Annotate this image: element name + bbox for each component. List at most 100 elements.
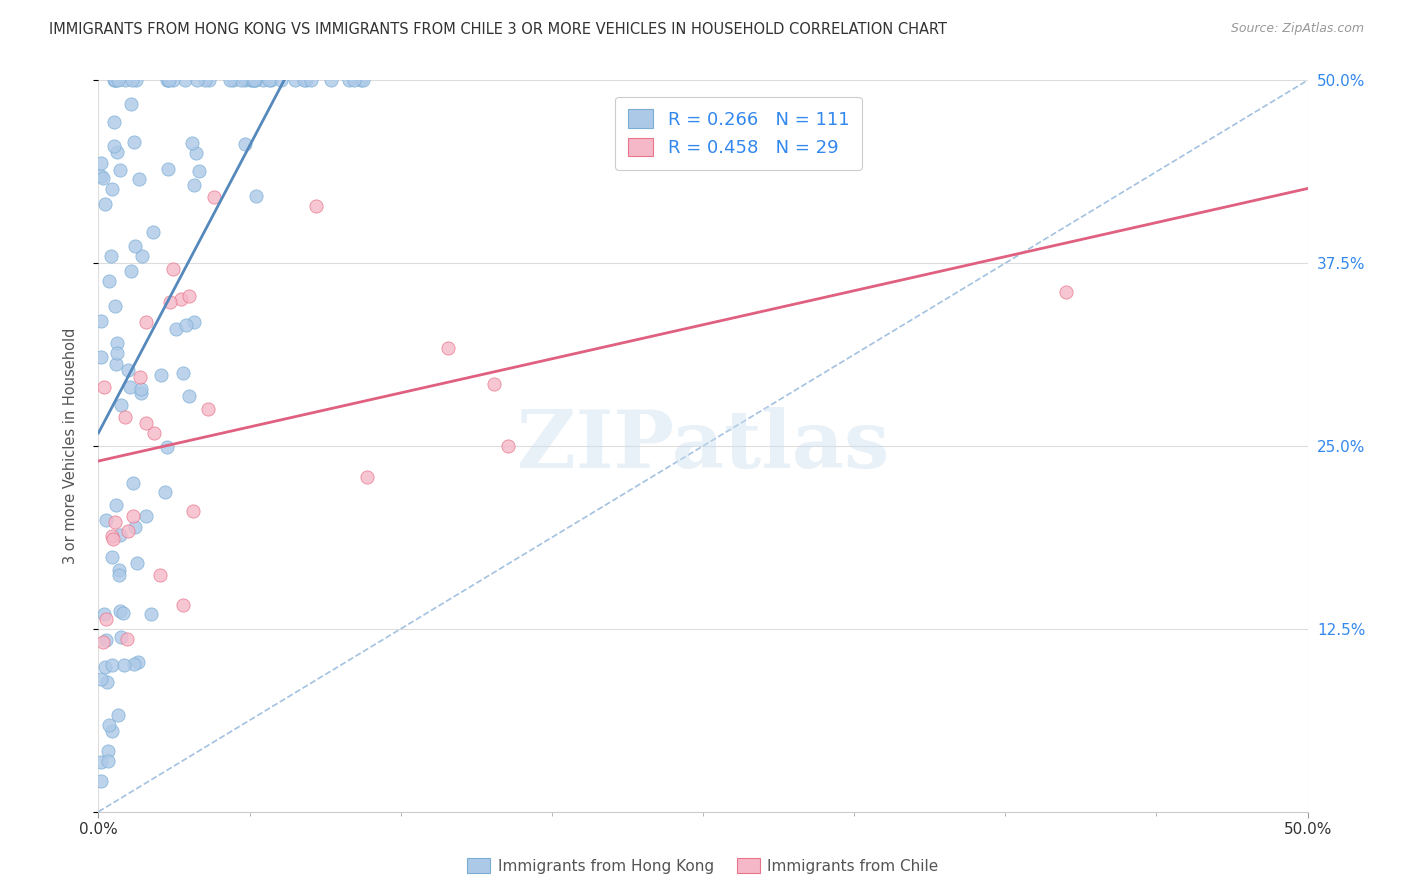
Point [187, 164, 209, 178]
Point [104, 299, 127, 313]
Point [233, 136, 256, 151]
Point [101, 657, 124, 672]
Point [184, 145, 207, 160]
Point [90, 350, 112, 364]
Point [143, 425, 166, 440]
Point [141, 607, 163, 621]
Point [94, 632, 117, 647]
Point [101, 529, 124, 543]
Point [243, 73, 266, 87]
Point [198, 73, 221, 87]
Point [350, 73, 373, 87]
Point [101, 532, 124, 546]
Point [162, 262, 184, 277]
Point [96, 674, 118, 689]
Point [242, 73, 264, 87]
Point [108, 604, 131, 618]
Point [105, 498, 128, 512]
Point [135, 509, 157, 524]
Point [90, 773, 112, 788]
Point [120, 264, 142, 278]
Point [337, 73, 360, 87]
Point [180, 136, 202, 150]
Point [94, 196, 117, 211]
Point [174, 318, 197, 332]
Point [103, 114, 125, 128]
Point [165, 322, 187, 336]
Point [496, 439, 519, 453]
Point [96, 513, 118, 527]
Point [104, 515, 127, 529]
Point [482, 377, 505, 392]
Point [90, 756, 112, 770]
Point [124, 520, 146, 534]
Point [108, 162, 131, 177]
Point [104, 358, 127, 372]
Point [319, 73, 342, 87]
Point [98, 718, 121, 732]
Point [243, 73, 266, 87]
Point [135, 417, 157, 431]
Point [343, 73, 366, 87]
Point [305, 199, 328, 213]
Point [124, 136, 146, 150]
Point [157, 161, 180, 176]
Point [128, 172, 150, 186]
Point [240, 73, 263, 87]
Point [101, 182, 124, 196]
Point [91, 171, 114, 186]
Point [108, 528, 131, 542]
Point [259, 73, 281, 87]
Point [183, 178, 205, 192]
Point [240, 73, 263, 87]
Point [100, 724, 122, 739]
Point [117, 524, 139, 538]
Point [94, 660, 117, 674]
Text: IMMIGRANTS FROM HONG KONG VS IMMIGRANTS FROM CHILE 3 OR MORE VEHICLES IN HOUSEHO: IMMIGRANTS FROM HONG KONG VS IMMIGRANTS … [49, 22, 948, 37]
Point [252, 73, 274, 87]
Point [172, 598, 194, 612]
Point [122, 509, 145, 524]
Point [117, 363, 139, 377]
Point [93, 607, 115, 621]
Point [101, 549, 124, 564]
Point [149, 368, 172, 383]
Point [103, 73, 125, 87]
Point [153, 484, 176, 499]
Y-axis label: 3 or more Vehicles in Household: 3 or more Vehicles in Household [63, 328, 77, 564]
Point [107, 563, 129, 577]
Point [174, 73, 197, 87]
Point [131, 249, 153, 263]
Point [105, 145, 128, 160]
Point [186, 73, 208, 87]
Point [124, 657, 146, 671]
Point [194, 73, 217, 87]
Point [284, 73, 307, 87]
Point [114, 657, 136, 672]
Point [104, 73, 127, 87]
Point [97, 744, 120, 758]
Point [121, 73, 143, 87]
Point [204, 190, 226, 204]
Point [352, 73, 374, 87]
Point [169, 292, 191, 306]
Text: ZIPatlas: ZIPatlas [517, 407, 889, 485]
Point [110, 398, 132, 412]
Point [172, 367, 194, 381]
Point [112, 606, 135, 620]
Point [125, 73, 148, 87]
Point [356, 470, 378, 484]
Point [229, 73, 252, 87]
Point [114, 73, 136, 87]
Point [142, 225, 165, 239]
Point [157, 73, 180, 87]
Point [94, 612, 117, 626]
Point [177, 389, 200, 403]
Point [162, 73, 184, 87]
Point [294, 73, 316, 87]
Point [149, 568, 172, 582]
Point [115, 632, 138, 646]
Point [93, 380, 115, 394]
Point [90, 169, 112, 183]
Point [437, 341, 460, 355]
